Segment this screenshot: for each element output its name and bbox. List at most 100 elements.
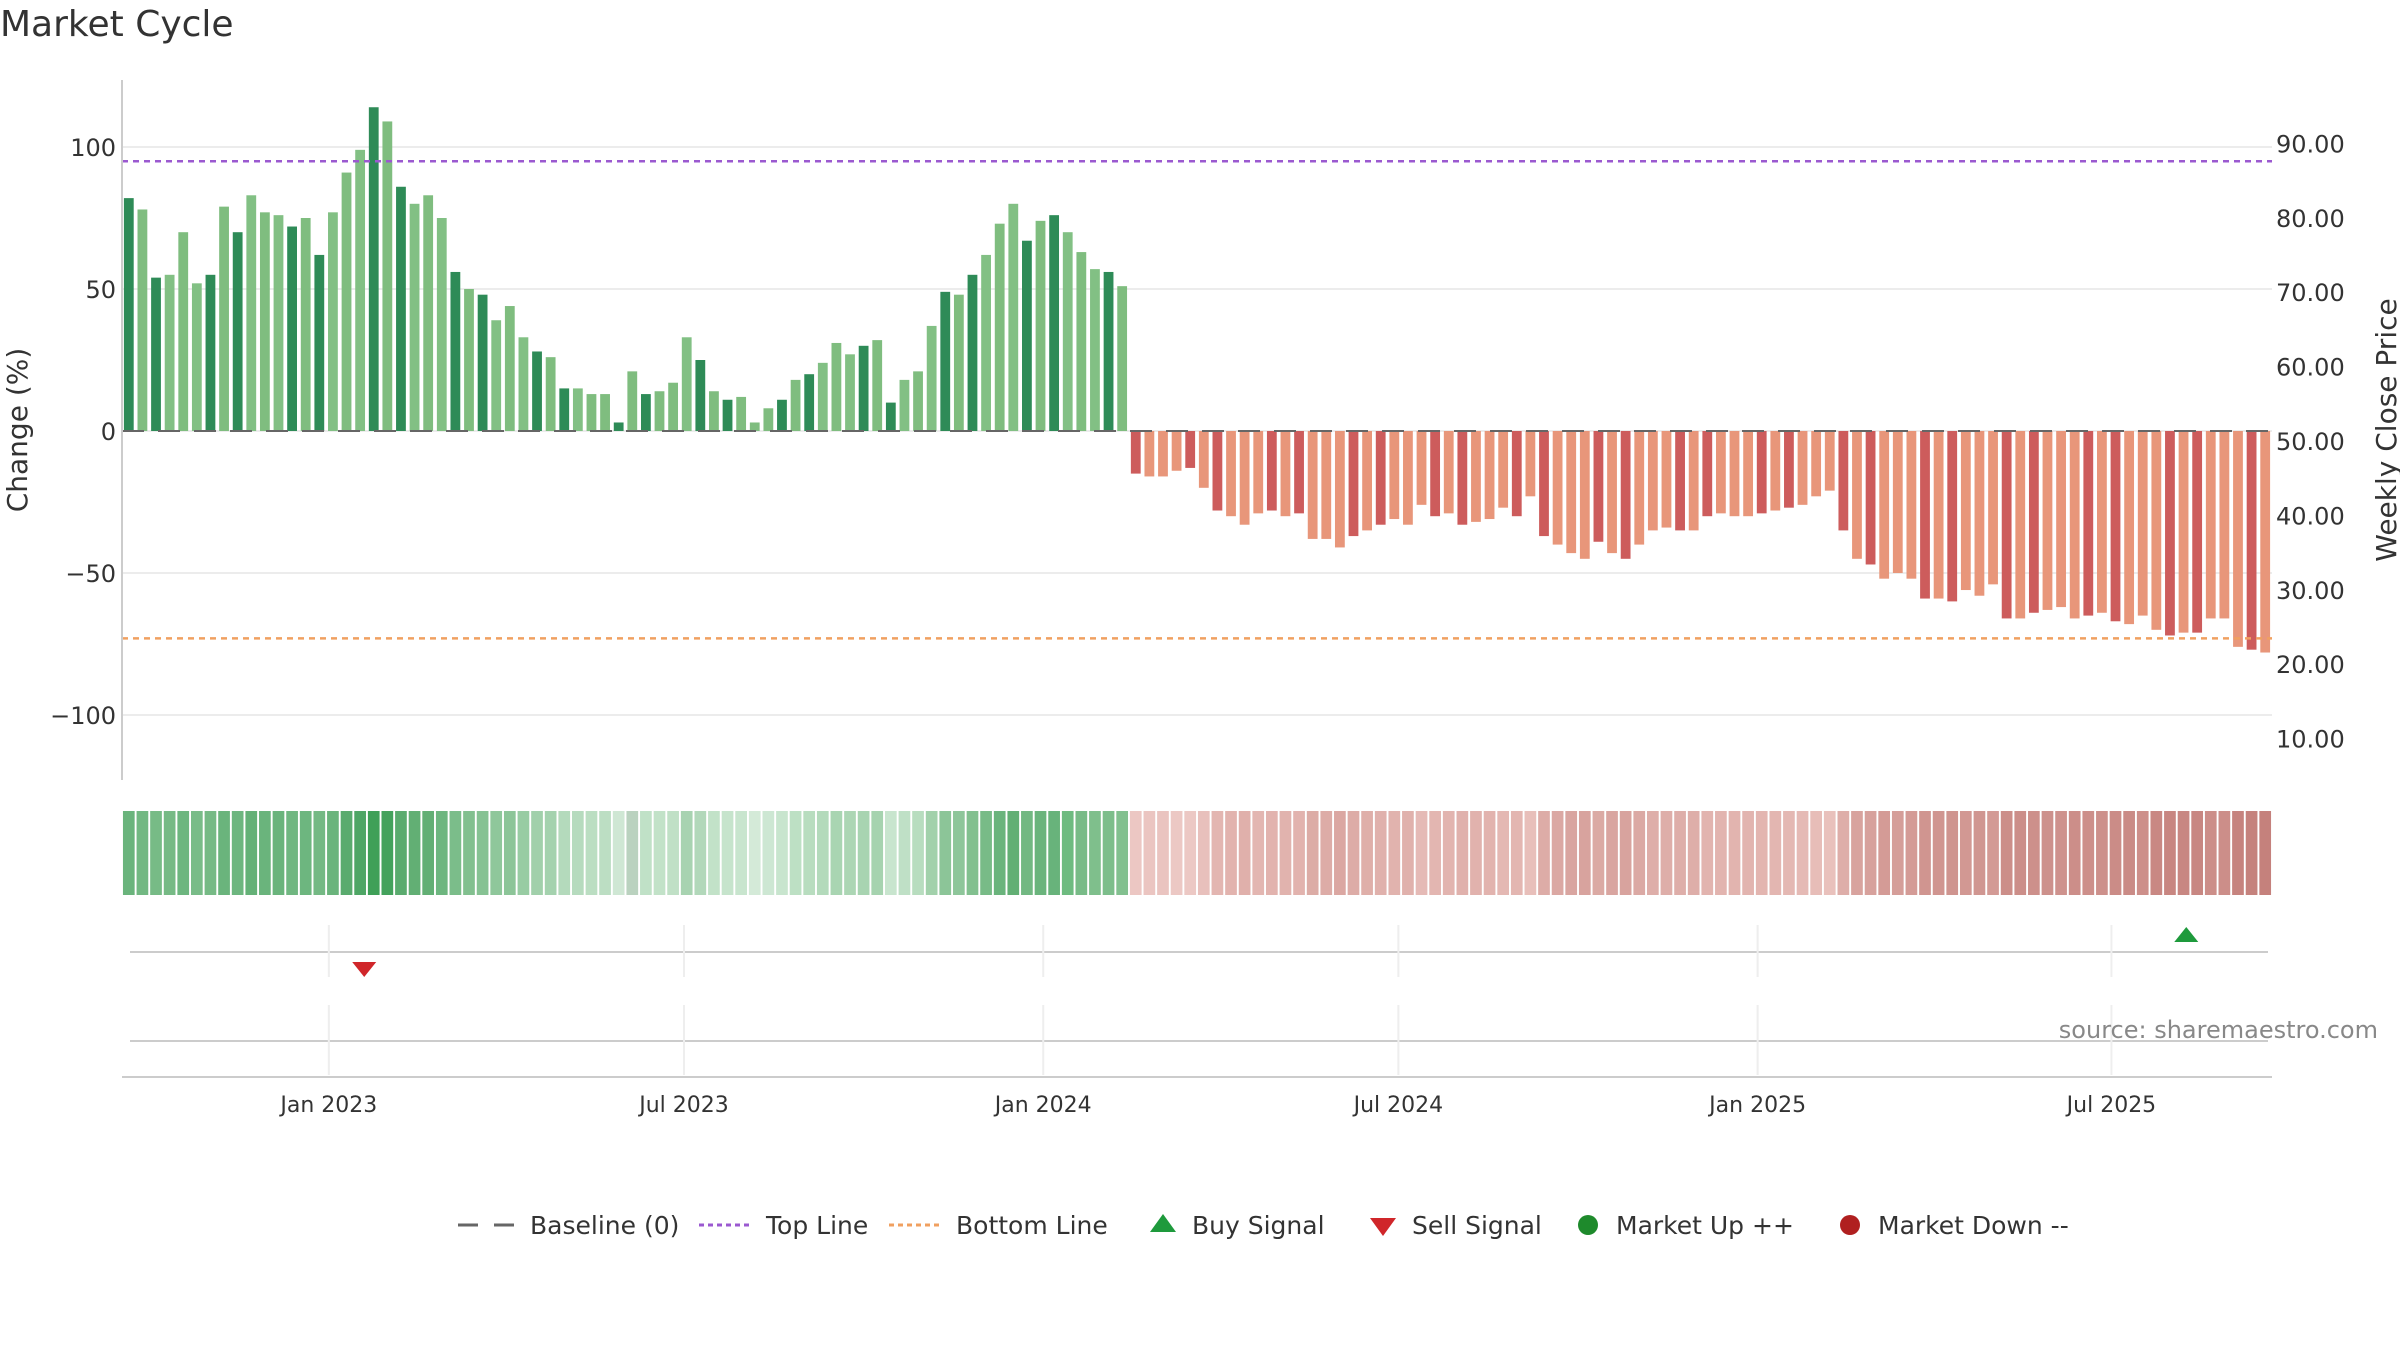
bar (355, 149, 366, 431)
bar (709, 391, 719, 431)
heat-cell (612, 811, 625, 895)
bar (1797, 431, 1808, 505)
heat-cell (748, 811, 761, 895)
x-tick-label: Jul 2023 (637, 1093, 729, 1118)
heat-cell (2068, 811, 2081, 895)
signals-panel (130, 925, 2268, 1075)
bar (1362, 431, 1372, 531)
heat-cell (1769, 811, 1782, 895)
bar (2110, 431, 2121, 622)
heat-cell (1891, 811, 1904, 895)
y-tick-label: 50 (85, 276, 116, 304)
heat-cell (572, 811, 584, 895)
heat-cell (1783, 811, 1795, 895)
heat-cell (177, 811, 190, 895)
x-tick-label: Jul 2024 (1352, 1093, 1444, 1118)
heat-cell (1402, 811, 1414, 895)
heat-cell (1565, 811, 1578, 895)
y2-tick-label: 40.00 (2276, 502, 2345, 530)
heat-cell (1742, 811, 1754, 895)
bar (545, 357, 556, 431)
heat-cell (2041, 811, 2054, 895)
y-tick-label: 100 (70, 134, 116, 162)
bar (1008, 203, 1019, 431)
bar (1607, 431, 1617, 554)
bar (205, 274, 216, 431)
heat-cell (708, 811, 720, 895)
x-tick-label: Jan 2024 (993, 1093, 1092, 1118)
heat-cell (1361, 811, 1373, 895)
heat-cell (1728, 811, 1741, 895)
bar (518, 337, 529, 431)
bar (328, 212, 338, 431)
bar (749, 422, 760, 431)
heat-cell (367, 811, 380, 895)
bar (777, 399, 787, 431)
bar (1239, 431, 1250, 525)
heat-cell (1538, 811, 1550, 895)
bar (1620, 431, 1631, 559)
bar (913, 371, 923, 431)
heat-cell (966, 811, 979, 895)
bar (396, 186, 406, 431)
heat-cell (898, 811, 911, 895)
bar (1539, 431, 1549, 537)
source-note: source: sharemaestro.com (2059, 1016, 2378, 1044)
bar (1484, 431, 1495, 520)
bar (1117, 286, 1128, 431)
bar (1457, 431, 1468, 525)
heat-cell (1483, 811, 1496, 895)
bar (1022, 240, 1032, 431)
heat-cell (1823, 811, 1836, 895)
heat-cell (2232, 811, 2244, 895)
bar (1090, 269, 1100, 431)
bar (1158, 431, 1168, 477)
heat-cell (803, 811, 816, 895)
heat-cell (735, 811, 747, 895)
heat-cell (857, 811, 870, 895)
bar (1049, 215, 1060, 431)
bar (953, 294, 964, 431)
heat-cell (1715, 811, 1727, 895)
bar (940, 291, 951, 431)
heat-cell (1048, 811, 1060, 895)
bar (2015, 431, 2026, 619)
heat-cell (1959, 811, 1972, 895)
bar (1702, 431, 1713, 517)
bar (1403, 431, 1413, 525)
bar (1906, 431, 1917, 579)
heat-cell (435, 811, 448, 895)
legend-label: Market Up ++ (1616, 1211, 1794, 1240)
heat-cell (721, 811, 734, 895)
heat-cell (1306, 811, 1319, 895)
bar (858, 345, 869, 431)
bar (246, 195, 257, 431)
bar (2028, 431, 2039, 613)
circle-icon (1578, 1215, 1598, 1235)
bar (2137, 431, 2148, 616)
bar (1416, 431, 1427, 505)
bar (1185, 431, 1196, 468)
bar (1756, 431, 1767, 514)
legend-item: Buy Signal (1150, 1211, 1325, 1240)
legend-item: Bottom Line (889, 1211, 1108, 1240)
heat-cell (1551, 811, 1564, 895)
heat-cell (1578, 811, 1591, 895)
heat-cell (1252, 811, 1265, 895)
heat-cell (1456, 811, 1469, 895)
heat-cell (259, 811, 271, 895)
bar (423, 195, 434, 431)
heat-cell (830, 811, 843, 895)
heat-cell (1293, 811, 1305, 895)
bar (1974, 431, 1985, 596)
heat-cell (1755, 811, 1768, 895)
bar (314, 254, 325, 431)
heat-cell (1973, 811, 1986, 895)
bar (1103, 271, 1114, 431)
bar (1634, 431, 1645, 545)
bar-series (123, 107, 2271, 653)
bar (1852, 431, 1862, 559)
heat-cell (1987, 811, 1999, 895)
heat-cell (190, 811, 203, 895)
bar (1784, 431, 1794, 508)
